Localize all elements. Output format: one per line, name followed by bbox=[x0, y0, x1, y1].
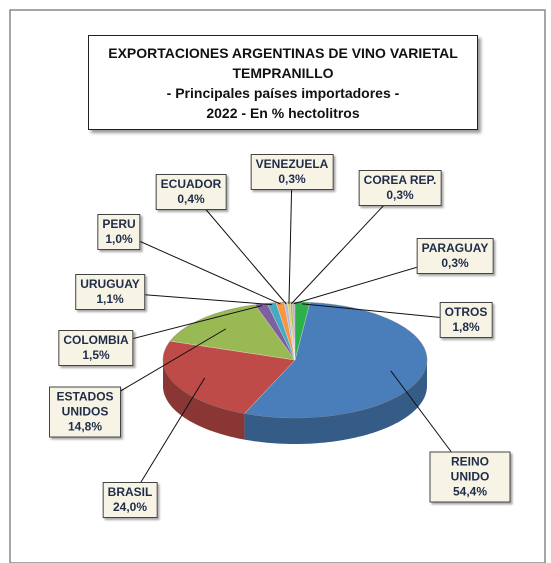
leader-lines bbox=[84, 171, 471, 501]
data-label: VENEZUELA 0,3% bbox=[250, 154, 334, 190]
label-category: BRASIL bbox=[107, 485, 153, 499]
label-value: 0,3% bbox=[386, 188, 414, 202]
title-line: EXPORTACIONES ARGENTINAS DE VINO VARIETA… bbox=[108, 44, 458, 61]
data-label: ECUADOR 0,4% bbox=[155, 174, 227, 210]
data-label: PARAGUAY 0,3% bbox=[416, 238, 494, 274]
slice bbox=[243, 302, 428, 419]
label-value: 0,4% bbox=[177, 192, 205, 206]
slice-side bbox=[244, 360, 427, 444]
slice bbox=[294, 301, 311, 361]
label-category: COREA REP. bbox=[363, 173, 437, 187]
label-value: 1,8% bbox=[452, 320, 480, 334]
label-category: COLOMBIA bbox=[63, 333, 129, 347]
slice-tops bbox=[162, 301, 428, 419]
label-value: 0,3% bbox=[278, 172, 306, 186]
data-label: OTROS 1,8% bbox=[439, 302, 493, 338]
label-value: 0,3% bbox=[441, 256, 469, 270]
label-value: 1,1% bbox=[96, 292, 124, 306]
label-category: REINO UNIDO bbox=[450, 454, 490, 484]
data-label: COREA REP. 0,3% bbox=[358, 170, 442, 206]
title-line: - Principales países importadores - bbox=[166, 84, 400, 101]
data-label: URUGUAY 1,1% bbox=[75, 274, 145, 310]
label-category: VENEZUELA bbox=[255, 157, 329, 171]
title-line: TEMPRANILLO bbox=[232, 64, 334, 81]
data-label: BRASIL 24,0% bbox=[102, 482, 158, 518]
slice bbox=[162, 340, 296, 414]
leader-line bbox=[302, 303, 467, 321]
title-line: 2022 - En % hectolitros bbox=[206, 104, 360, 121]
leader-line bbox=[118, 231, 281, 305]
label-value: 1,5% bbox=[82, 348, 110, 362]
label-category: PERU bbox=[102, 217, 136, 231]
label-value: 54,4% bbox=[452, 484, 488, 499]
data-label: ESTADOS UNIDOS 14,8% bbox=[49, 386, 121, 438]
label-category: ECUADOR bbox=[160, 177, 222, 191]
leader-line bbox=[190, 191, 287, 305]
slice-side bbox=[163, 360, 245, 440]
slice bbox=[169, 304, 296, 361]
label-category: ESTADOS UNIDOS bbox=[56, 389, 114, 419]
label-category: PARAGUAY bbox=[421, 241, 489, 255]
pie-rim bbox=[162, 301, 428, 419]
label-value: 1,0% bbox=[105, 232, 133, 246]
leader-line bbox=[288, 171, 293, 304]
label-value: 14,8% bbox=[67, 419, 103, 434]
chart-title: EXPORTACIONES ARGENTINAS DE VINO VARIETA… bbox=[88, 35, 478, 130]
data-label: REINO UNIDO 54,4% bbox=[429, 451, 511, 503]
label-category: OTROS bbox=[444, 305, 488, 319]
leader-line bbox=[129, 377, 206, 501]
leader-line bbox=[291, 187, 401, 305]
slice-side-shade bbox=[163, 360, 245, 440]
data-label: COLOMBIA 1,5% bbox=[58, 330, 134, 366]
label-value: 24,0% bbox=[112, 500, 148, 514]
data-label: PERU 1,0% bbox=[97, 214, 141, 250]
label-category: URUGUAY bbox=[80, 277, 140, 291]
slice-sides bbox=[163, 360, 427, 444]
slice-side-shade bbox=[244, 360, 427, 444]
